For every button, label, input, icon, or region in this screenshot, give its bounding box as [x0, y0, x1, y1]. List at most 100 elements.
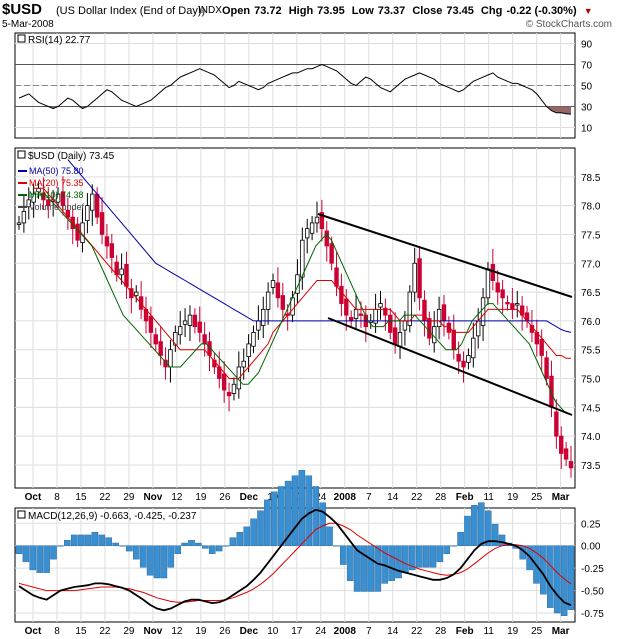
x-tick-label-top: Oct	[25, 492, 42, 503]
price-y-tick-label: 76.5	[581, 288, 601, 299]
macd-histogram-bar	[326, 526, 333, 546]
x-tick-label-top: 22	[99, 492, 111, 503]
price-y-tick-label: 74.0	[581, 432, 601, 443]
price-candle	[148, 315, 154, 333]
macd-histogram-bar	[498, 534, 506, 546]
price-candle	[480, 297, 486, 326]
price-candle	[265, 291, 271, 310]
price-candle	[256, 320, 261, 331]
source-credit: © StockCharts.com	[525, 19, 612, 30]
macd-histogram-bar	[112, 542, 119, 546]
rsi-y-tick-label: 10	[581, 124, 593, 135]
price-candle	[563, 448, 569, 460]
x-tick-label-bottom: Oct	[25, 626, 42, 637]
macd-histogram-bar	[160, 545, 168, 579]
price-candle	[451, 329, 456, 351]
macd-histogram-bar	[222, 545, 230, 547]
price-candle	[441, 304, 447, 322]
price-candle	[104, 236, 110, 247]
macd-y-tick-label: 0.25	[581, 519, 601, 530]
price-candle	[358, 313, 364, 316]
price-candle	[407, 291, 412, 326]
macd-histogram-bar	[250, 518, 257, 546]
macd-histogram-bar	[277, 486, 285, 546]
x-tick-label-top: 8	[54, 492, 60, 503]
macd-legend-icon	[17, 510, 26, 519]
macd-histogram-bar	[409, 545, 416, 571]
macd-histogram-bar	[50, 545, 57, 560]
price-candle	[94, 193, 100, 218]
price-candle	[202, 334, 207, 345]
rsi-y-tick-label: 30	[581, 103, 593, 114]
macd-histogram-bar	[126, 545, 133, 552]
macd-histogram-bar	[188, 540, 195, 546]
macd-histogram-bar	[291, 475, 299, 546]
x-tick-label-bottom: 12	[171, 626, 183, 637]
rsi-y-tick-label: 90	[581, 40, 593, 51]
macd-histogram-bar	[236, 532, 244, 546]
price-legend-entry: MA(20) 75.35	[29, 178, 84, 188]
price-candle	[334, 267, 339, 287]
price-y-tick-label: 73.5	[581, 461, 601, 472]
x-tick-label-top: 29	[123, 492, 135, 503]
rsi-line	[18, 63, 572, 115]
x-tick-label-bottom: Nov	[143, 626, 162, 637]
macd-y-tick-label: -0.50	[581, 587, 604, 598]
price-candle	[461, 360, 466, 368]
chg-value: -0.22 (-0.30%)	[506, 5, 577, 17]
price-candle	[295, 274, 300, 294]
ma20-line	[33, 187, 571, 379]
x-tick-label-bottom: 10	[267, 626, 279, 637]
macd-histogram-bar	[540, 545, 547, 595]
price-candle	[402, 320, 408, 331]
price-candle	[348, 317, 354, 322]
price-candle	[505, 302, 510, 305]
x-tick-label-top: Dec	[240, 492, 259, 503]
x-tick-label-top: 24	[315, 492, 327, 503]
price-candle	[378, 303, 383, 308]
macd-histogram-bar	[22, 545, 30, 563]
macd-histogram-bar	[57, 545, 64, 547]
high-value: 73.95	[317, 5, 345, 17]
price-candle	[344, 298, 349, 316]
macd-histogram-bar	[395, 545, 402, 579]
high-label: High	[288, 5, 314, 17]
x-tick-label-bottom: Feb	[456, 626, 474, 637]
macd-histogram-bar	[271, 491, 278, 546]
price-candle	[55, 193, 61, 203]
macd-histogram-bar	[340, 545, 347, 565]
price-candle	[422, 299, 427, 322]
macd-histogram-bar	[436, 545, 444, 563]
x-tick-label-top: 28	[435, 492, 447, 503]
price-candle	[221, 373, 227, 391]
price-legend-entry: Volume undef	[29, 202, 85, 212]
macd-histogram-bar	[146, 545, 154, 576]
price-candle	[412, 262, 417, 293]
price-candle	[119, 268, 124, 276]
price-candle	[300, 239, 305, 278]
macd-histogram-bar	[464, 515, 471, 546]
symbol-description: (US Dollar Index (End of Day))	[56, 5, 206, 17]
macd-histogram-bar	[208, 545, 216, 554]
x-tick-label-top: 26	[219, 492, 231, 503]
macd-histogram-bar	[139, 545, 147, 568]
macd-histogram-bar	[15, 545, 23, 554]
macd-histogram-bar	[202, 545, 209, 549]
price-candle	[90, 193, 95, 211]
price-candle	[26, 199, 31, 208]
low-label: Low	[351, 5, 374, 17]
rsi-legend-icon	[17, 34, 26, 43]
price-candle	[246, 343, 251, 358]
price-candle	[417, 258, 422, 299]
price-candle	[388, 314, 393, 333]
price-candle	[168, 349, 173, 368]
x-tick-label-bottom: 19	[507, 626, 519, 637]
rsi-y-tick-label: 50	[581, 82, 593, 93]
macd-histogram-bar	[422, 545, 430, 568]
price-candle	[544, 357, 549, 379]
price-candle	[60, 191, 66, 207]
macd-histogram-bar	[153, 545, 161, 579]
price-candle	[261, 308, 266, 326]
price-candle	[500, 289, 505, 299]
price-candle	[309, 222, 315, 234]
